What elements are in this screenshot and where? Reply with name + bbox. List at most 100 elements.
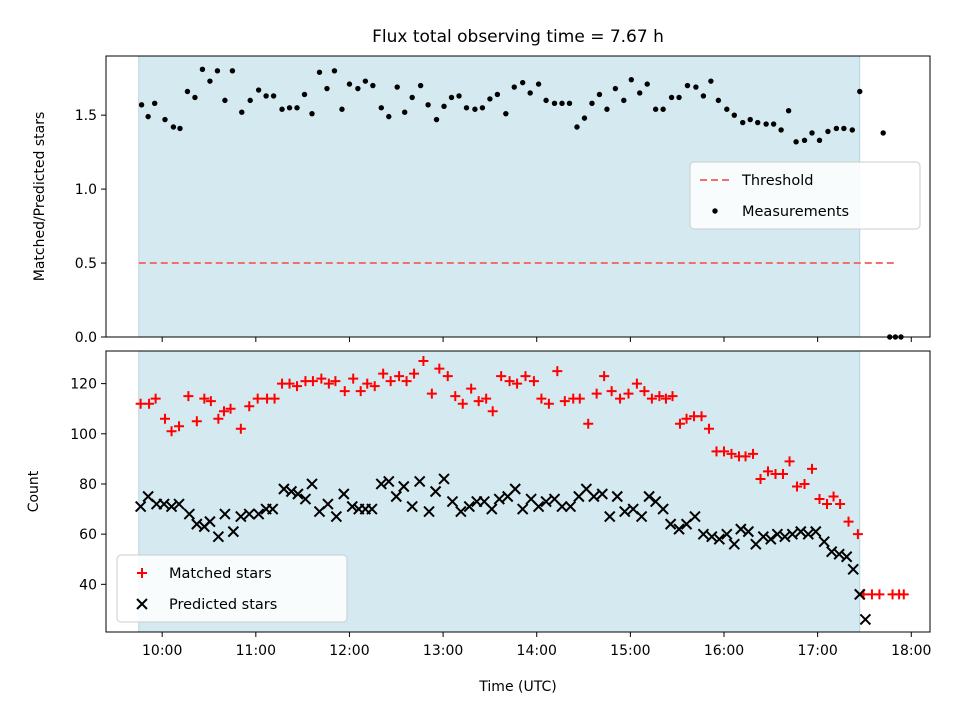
measurements-point (263, 93, 269, 99)
measurements-point (708, 78, 714, 84)
measurements-point (324, 85, 330, 92)
matched-stars-point (726, 448, 737, 459)
matched-stars-point (362, 378, 373, 389)
y-tick-label: 0.0 (75, 330, 97, 346)
matched-stars-point (835, 499, 846, 510)
matched-stars-point (667, 391, 678, 402)
measurements-point (503, 110, 509, 117)
measurements-point (559, 100, 565, 107)
predicted-stars-point (413, 475, 426, 488)
measurements-point (747, 116, 753, 123)
matched-stars-point (496, 371, 507, 382)
predicted-stars-point (859, 613, 872, 626)
matched-stars-point (591, 388, 602, 399)
measurements-point (543, 97, 549, 104)
matched-stars-point (191, 416, 202, 427)
measurements-point (581, 115, 588, 121)
matched-stars-point (244, 401, 255, 412)
predicted-stars-point (604, 510, 616, 523)
matched-stars-point (401, 376, 412, 387)
legend-label: Threshold (741, 173, 813, 189)
predicted-stars-point (643, 490, 655, 503)
matched-stars-point (252, 393, 263, 404)
measurements-point (177, 125, 183, 132)
measurements-point (801, 137, 808, 143)
measurements-point (652, 106, 659, 112)
predicted-stars-point (765, 533, 777, 545)
matched-stars-point (874, 589, 885, 600)
measurements-point (433, 116, 440, 123)
matched-stars-point (235, 423, 246, 434)
measurements-point (207, 78, 213, 84)
measurements-point (370, 82, 376, 89)
matched-stars-point (740, 451, 751, 462)
matched-stars-point (784, 456, 795, 467)
matched-stars-point (369, 381, 380, 392)
predicted-stars-point (330, 510, 343, 523)
measurements-point (833, 125, 840, 132)
matched-stars-point (166, 426, 177, 437)
y-tick-label: 80 (79, 477, 97, 493)
measurements-point (151, 100, 158, 107)
predicted-stars-point (516, 503, 529, 515)
measurements-point (825, 128, 831, 135)
y-tick-label: 100 (70, 427, 97, 443)
measurements-point (604, 106, 610, 112)
matched-stars-point (674, 418, 685, 429)
predicted-stars-point (191, 518, 203, 530)
measurements-point (644, 81, 650, 87)
predicted-stars-point (673, 523, 685, 535)
measurements-point (331, 68, 338, 74)
predicted-stars-point (840, 551, 853, 563)
x-tick-label: 17:00 (797, 643, 837, 659)
measurements-point (778, 127, 784, 133)
predicted-stars-point (366, 503, 378, 515)
predicted-stars-point (252, 508, 265, 520)
y-tick-label: 120 (70, 377, 97, 393)
measurements-point (479, 105, 486, 111)
x-tick-label: 16:00 (704, 643, 744, 659)
measurements-point (184, 88, 191, 95)
matched-stars-point (144, 398, 155, 409)
measurements-point (255, 87, 262, 93)
predicted-stars-point (619, 505, 631, 518)
predicted-stars-point (742, 525, 755, 538)
matched-stars-point (852, 529, 863, 540)
measurements-point (715, 97, 722, 104)
measurements-point (463, 105, 470, 111)
matched-stars-point (536, 393, 547, 404)
predicted-stars-point (299, 493, 312, 505)
count-legend: Matched stars Predicted stars (116, 554, 348, 623)
time-x-axis-label: Time (UTC) (478, 679, 556, 695)
x-tick-label: 10:00 (142, 643, 182, 659)
measurements-point (637, 90, 643, 96)
predicted-stars-point (833, 548, 845, 560)
predicted-stars-point (706, 530, 718, 543)
measurements-point (494, 91, 501, 98)
predicted-stars-point (635, 510, 648, 523)
predicted-stars-point (664, 518, 677, 530)
matched-stars-point (639, 386, 650, 397)
matched-stars-point (654, 391, 665, 402)
matched-stars-point (504, 376, 515, 387)
matched-stars-point (316, 373, 327, 384)
matched-stars-point (559, 396, 570, 407)
matched-stars-point (174, 421, 185, 432)
predicted-stars-point (455, 505, 467, 518)
chart-title: Flux total observing time = 7.67 h (372, 27, 664, 47)
measurements-point (809, 130, 815, 136)
measurements-point (409, 94, 415, 101)
count-panel-frame (105, 350, 931, 633)
measurements-point (145, 113, 151, 120)
measurements-point (247, 97, 253, 104)
measurements-point (355, 85, 361, 92)
measurements-point (394, 84, 400, 90)
measurements-point (441, 103, 447, 109)
y-tick-label: 0.5 (75, 256, 97, 272)
matched-stars-point (225, 403, 236, 414)
matched-stars-point (199, 393, 210, 404)
matched-stars-point (704, 423, 715, 434)
matched-stars-point (348, 373, 359, 384)
measurements-point (362, 78, 369, 84)
predicted-stars-point (266, 503, 279, 515)
